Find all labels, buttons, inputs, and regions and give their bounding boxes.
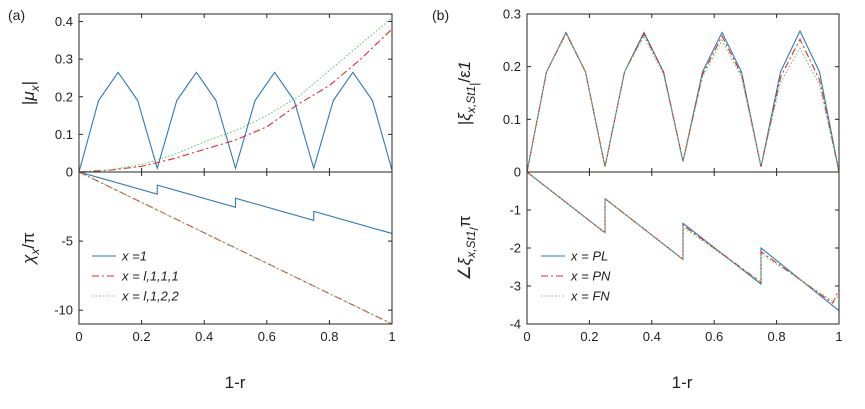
x-tick-label: 1 — [835, 329, 842, 344]
x-tick-label: 0.6 — [705, 329, 723, 344]
x-axis-label: 1-r — [672, 373, 693, 392]
y-tick-label: -4 — [509, 317, 521, 332]
y-tick-label: -3 — [509, 279, 521, 294]
legend-label: x = PN — [570, 269, 611, 284]
y-tick-label: 0.2 — [503, 59, 521, 74]
series-line-bottom-1 — [79, 172, 392, 235]
y-axis-label-bottom: χx/π — [19, 232, 42, 266]
axes-frame-top — [526, 13, 840, 173]
axes-frame-top — [78, 13, 393, 173]
panel-a: (a)00.10.20.30.4-5-100 0.2 0.4 0.6 0.8 1x =1x… — [8, 7, 396, 392]
legend-label: x = l,1,2,2 — [121, 289, 179, 304]
y-tick-label: 0.3 — [55, 52, 73, 67]
legend-label: x =1 — [121, 249, 147, 264]
x-tick-label: 0.6 — [258, 329, 276, 344]
x-axis-label: 1-r — [225, 373, 246, 392]
x-tick-label: 0 — [75, 329, 82, 344]
series-line-bottom-2 — [527, 172, 839, 304]
y-tick-label: 0.3 — [503, 7, 521, 22]
panel-label: (b) — [432, 7, 449, 23]
legend-label: x = FN — [570, 289, 610, 304]
series-line-top-1 — [527, 29, 839, 172]
x-tick-label: 0 — [523, 329, 530, 344]
series-line-top-1 — [79, 71, 392, 172]
series-line-top-2 — [79, 28, 392, 172]
x-tick-label: 0.2 — [580, 329, 598, 344]
axes-frame-bottom — [78, 171, 393, 325]
y-tick-label: 0.1 — [55, 127, 73, 142]
y-tick-label: -5 — [61, 234, 73, 249]
x-tick-label: 0.4 — [643, 329, 661, 344]
series-line-bottom-2 — [79, 172, 392, 324]
y-tick-label: 0 — [514, 165, 521, 180]
y-tick-label: 0.1 — [503, 112, 521, 127]
legend-label: x = l,1,1,1 — [121, 269, 179, 284]
y-axis-label-top: |μx| — [19, 81, 42, 105]
series-line-bottom-3 — [527, 172, 839, 302]
x-tick-label: 0.8 — [320, 329, 338, 344]
y-axis-label-top: |ξx,St1|/ε1 — [455, 61, 481, 125]
y-axis-label-bottom: ∠ξx,St1/π — [455, 215, 481, 280]
x-tick-label: 0.8 — [768, 329, 786, 344]
series-line-top-2 — [527, 32, 839, 172]
series-line-top-3 — [79, 17, 392, 172]
x-tick-label: 0.4 — [195, 329, 213, 344]
x-tick-label: 1 — [388, 329, 395, 344]
panel-b: (b)00.10.20.3-1-2-3-40 0.2 0.4 0.6 0.8 1x = P… — [432, 7, 843, 393]
x-tick-label: 0.2 — [133, 329, 151, 344]
y-tick-label: -2 — [509, 241, 521, 256]
y-tick-label: 0.4 — [55, 14, 73, 29]
panel-label: (a) — [8, 7, 25, 23]
y-tick-label: 0.2 — [55, 89, 73, 104]
y-tick-label: -1 — [509, 203, 521, 218]
legend-label: x = PL — [570, 249, 608, 264]
y-tick-label: -10 — [54, 303, 73, 318]
y-tick-label: 0 — [66, 165, 73, 180]
